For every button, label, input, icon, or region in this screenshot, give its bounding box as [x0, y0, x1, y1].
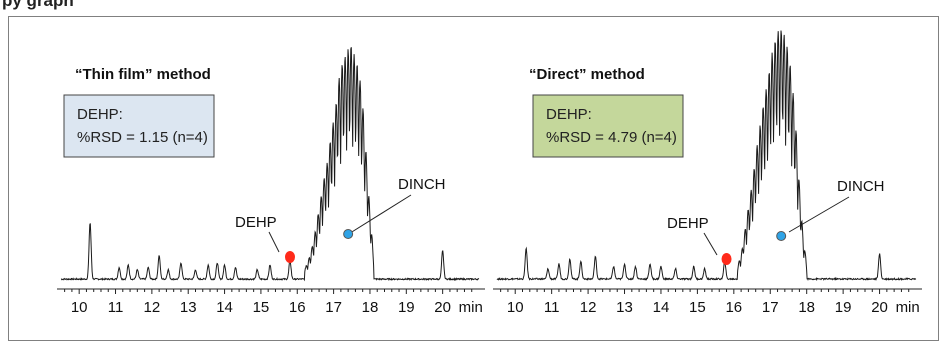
dehp-marker [721, 253, 732, 265]
figure-header: py graph [0, 0, 947, 16]
chromatogram-trace [496, 30, 917, 282]
chart-title: “Direct” method [529, 66, 645, 83]
dinch-leader-line [788, 196, 850, 233]
tick-label: 13 [616, 299, 633, 316]
chromatogram-figure: “Thin film” method DEHP: %RSD = 1.15 (n=… [57, 30, 922, 316]
tick-label: 14 [216, 299, 233, 316]
rsd-box [63, 94, 215, 158]
chart-panel-direct: “Direct” method DEHP: %RSD = 4.79 (n=4) … [493, 30, 922, 316]
rsd-box-line1: DEHP: [77, 106, 123, 123]
trace-line [496, 30, 917, 282]
peak-label-dinch: DINCH [398, 176, 446, 193]
dehp-leader-line [268, 231, 280, 253]
tick-label: 20 [434, 299, 451, 316]
rsd-box-line1: DEHP: [546, 106, 592, 123]
rsd-box-line2: %RSD = 1.15 (n=4) [77, 129, 208, 146]
dinch-marker [343, 229, 354, 239]
rsd-box [532, 94, 684, 158]
axis-unit-label: min [459, 299, 483, 316]
tick-label: 20 [871, 299, 888, 316]
figure-frame: “Thin film” method DEHP: %RSD = 1.15 (n=… [8, 16, 939, 341]
dehp-marker [284, 251, 295, 263]
chromatogram-trace [60, 47, 480, 282]
tick-label: 17 [325, 299, 342, 316]
dinch-marker [776, 231, 787, 241]
dehp-leader-line [703, 232, 718, 256]
tick-label: 10 [507, 299, 524, 316]
peak-label-dehp: DEHP [667, 215, 709, 232]
chart-panel-thin-film: “Thin film” method DEHP: %RSD = 1.15 (n=… [57, 47, 485, 316]
tick-label: 16 [289, 299, 306, 316]
peak-label-dehp: DEHP [235, 214, 277, 231]
time-axis: 10 11 12 13 14 15 16 17 18 19 20 min [57, 288, 485, 316]
tick-label: 12 [580, 299, 597, 316]
tick-label: 18 [798, 299, 815, 316]
tick-label: 18 [362, 299, 379, 316]
dinch-leader-line [346, 194, 412, 236]
tick-label: 17 [762, 299, 779, 316]
rsd-box-line2: %RSD = 4.79 (n=4) [546, 129, 677, 146]
figure-header-text: py graph [2, 0, 74, 10]
trace-line [60, 47, 480, 282]
tick-label: 12 [144, 299, 161, 316]
tick-label: 10 [71, 299, 88, 316]
axis-unit-label: min [896, 299, 920, 316]
tick-label: 16 [725, 299, 742, 316]
tick-label: 11 [108, 299, 124, 316]
peak-markers [721, 231, 787, 265]
peak-label-dinch: DINCH [837, 178, 885, 195]
tick-label: 19 [398, 299, 415, 316]
peak-markers [284, 229, 354, 263]
time-axis: 10 11 12 13 14 15 16 17 18 19 20 min [493, 288, 922, 316]
tick-label: 11 [544, 299, 560, 316]
chart-title: “Thin film” method [75, 66, 211, 83]
tick-label: 15 [689, 299, 706, 316]
tick-label: 14 [653, 299, 670, 316]
tick-label: 15 [253, 299, 270, 316]
tick-label: 13 [180, 299, 197, 316]
tick-label: 19 [835, 299, 852, 316]
